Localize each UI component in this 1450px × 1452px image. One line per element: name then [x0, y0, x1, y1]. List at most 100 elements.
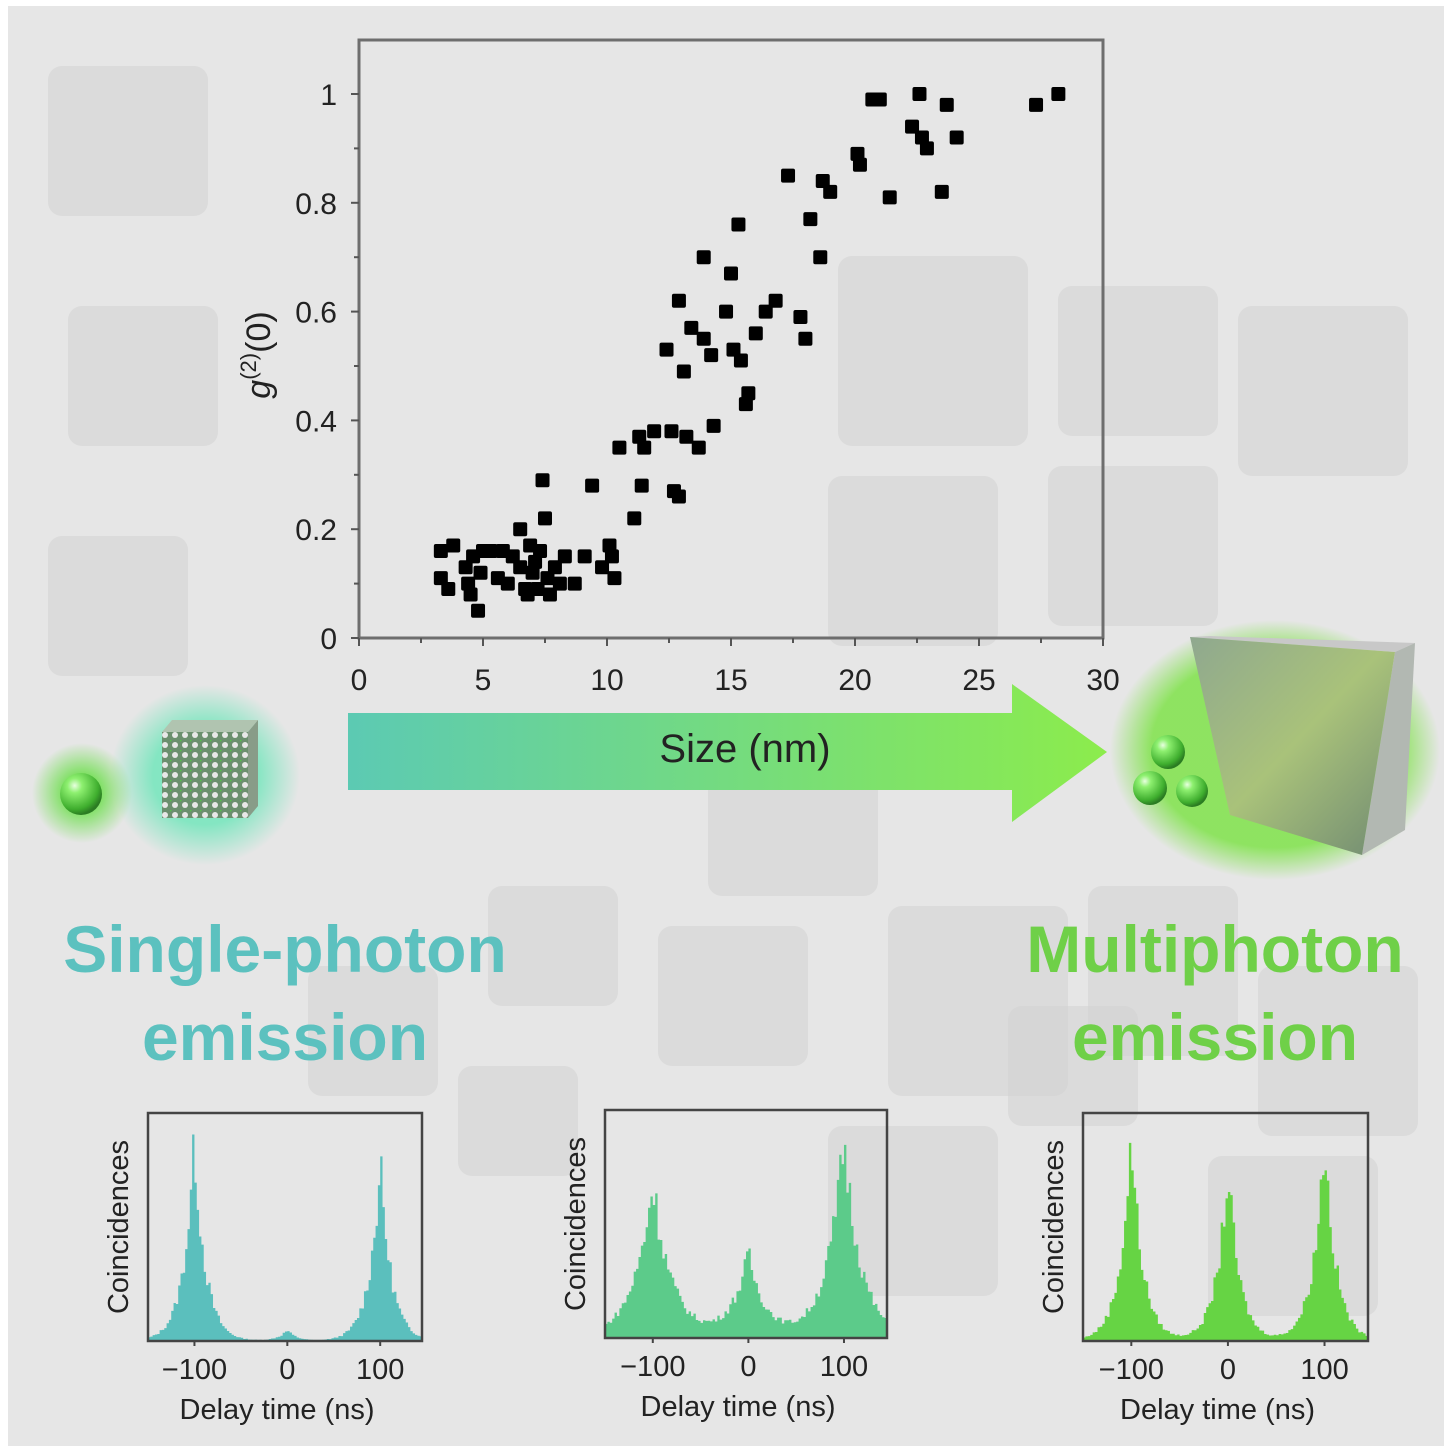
arrow-shape [348, 684, 1107, 822]
exciton-sphere-icon [1151, 735, 1185, 769]
scatter-point [719, 304, 734, 319]
scatter-point [934, 184, 949, 199]
background-tile [838, 256, 1028, 446]
scatter-point [798, 331, 813, 346]
scatter-point [696, 250, 711, 265]
scatter-point [612, 440, 627, 455]
background-tile [1008, 1006, 1138, 1126]
scatter-point [604, 549, 619, 564]
x-axis-label: Size (nm) [659, 727, 830, 771]
background-tile [48, 536, 188, 676]
x-tick-label: 25 [962, 664, 995, 697]
multiphoton-emission-title: Multiphoton emission [1000, 905, 1430, 1081]
scatter-point [528, 554, 543, 569]
scatter-point [882, 190, 897, 205]
scatter-point [919, 141, 934, 156]
scatter-point [679, 429, 694, 444]
y-tick-label: 1 [320, 79, 337, 112]
scatter-point [513, 522, 528, 537]
title-line: emission [1071, 1000, 1359, 1074]
histogram-multiphoton: −100 0 100 Delay time (ns) Coincidences [1038, 1111, 1370, 1426]
scatter-point [461, 576, 476, 591]
background-tile [1048, 466, 1218, 626]
large-nanocrystal-illustration [1110, 620, 1440, 880]
scatter-point [607, 571, 622, 586]
background-tile [1058, 286, 1218, 436]
scatter-point [676, 364, 691, 379]
scatter-point [1029, 97, 1044, 112]
exciton-sphere-icon [1133, 771, 1167, 805]
lattice-cube-icon [162, 732, 248, 818]
big-cube-side [1362, 643, 1415, 855]
lattice-cube-side [248, 720, 258, 818]
scatter-point [738, 397, 753, 412]
scatter-point [726, 342, 741, 357]
scatter-point [471, 603, 486, 618]
y-axis-label: Coincidences [560, 1137, 592, 1311]
scatter-point [706, 418, 721, 433]
scatter-point [781, 168, 796, 183]
histogram-bars [1083, 1142, 1368, 1341]
x-tick-label: 15 [714, 664, 747, 697]
scatter-point [567, 576, 582, 591]
scatter-point [852, 157, 867, 172]
y-tick-label: 0.8 [295, 188, 337, 221]
scatter-point [905, 119, 920, 134]
scatter-point [535, 473, 550, 488]
scatter-point [671, 293, 686, 308]
scatter-point [585, 478, 600, 493]
scatter-point [939, 97, 954, 112]
scatter-point [483, 543, 498, 558]
scatter-point [768, 293, 783, 308]
scatter-point [602, 538, 617, 553]
background-tile [828, 476, 998, 646]
scatter-point [530, 582, 545, 597]
small-nanocrystal-illustration [32, 685, 300, 865]
scatter-point [552, 576, 567, 591]
scatter-point [441, 582, 456, 597]
scatter-point [872, 92, 887, 107]
histogram-frame [603, 1108, 889, 1340]
background-tile [658, 926, 808, 1066]
scatter-point [949, 130, 964, 145]
scatter-point [659, 342, 674, 357]
big-cube-icon [1190, 637, 1395, 855]
scatter-point [793, 310, 808, 325]
x-tick-label: 0 [740, 1351, 756, 1383]
scatter-point [647, 424, 662, 439]
title-line: Multiphoton [1026, 912, 1404, 986]
scatter-point [500, 576, 515, 591]
scatter-point [733, 353, 748, 368]
x-tick-label: −100 [1099, 1354, 1164, 1386]
background-tile [488, 886, 618, 1006]
scatter-point [577, 549, 592, 564]
scatter-point [691, 440, 706, 455]
x-axis-label: Delay time (ns) [1120, 1394, 1315, 1426]
scatter-point [731, 217, 746, 232]
scatter-point [540, 571, 555, 586]
x-tick-label: −100 [162, 1354, 227, 1386]
scatter-point [914, 130, 929, 145]
single-exciton-sphere-icon [60, 773, 102, 815]
scatter-point [634, 478, 649, 493]
scatter-point [433, 543, 448, 558]
scatter-point [684, 320, 699, 335]
scatter-point [664, 424, 679, 439]
scatter-point [850, 146, 865, 161]
lattice-cube-top [162, 720, 258, 732]
x-tick-label: 100 [820, 1351, 868, 1383]
scatter-point [542, 587, 557, 602]
scatter-point [704, 348, 719, 363]
scatter-point [463, 587, 478, 602]
background-tile [1238, 306, 1408, 476]
background-tile [308, 966, 438, 1096]
x-axis-label: Delay time (ns) [180, 1394, 375, 1426]
scatter-point [748, 326, 763, 341]
histogram-intermediate: −100 0 100 Delay time (ns) Coincidences [560, 1108, 889, 1423]
histogram-bars [148, 1134, 422, 1341]
scatter-plot: 00.20.40.60.81 0 5 10 15 20 25 30 g(2)(0) [236, 38, 1120, 697]
background-tile [1258, 966, 1418, 1136]
scatter-point [533, 543, 548, 558]
scatter-point [513, 560, 528, 575]
